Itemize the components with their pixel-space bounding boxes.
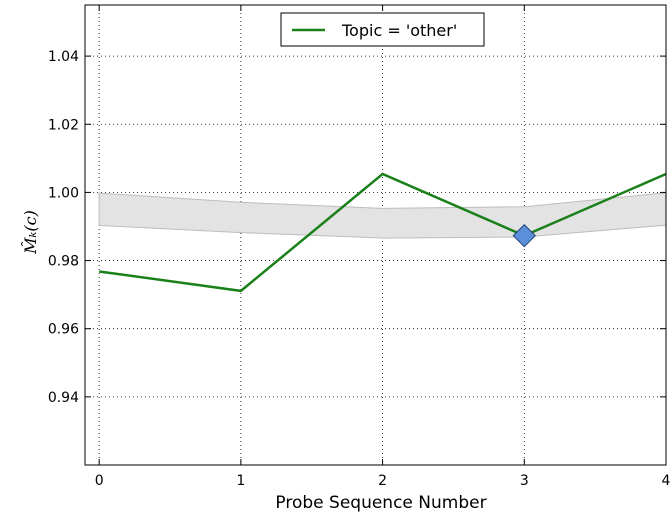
x-tick-label: 3 bbox=[520, 473, 529, 489]
legend: Topic = 'other' bbox=[280, 12, 485, 47]
highlight-marker bbox=[512, 223, 536, 248]
y-axis-title: M̂ₖ(c) bbox=[21, 210, 40, 255]
confidence-band bbox=[98, 192, 667, 239]
plot-frame bbox=[84, 4, 667, 466]
x-tick-labels: 0 1 2 3 4 bbox=[95, 5, 671, 489]
x-tick-label: 4 bbox=[662, 473, 671, 489]
x-tick-label: 2 bbox=[378, 473, 387, 489]
y-tick-label: 1.00 bbox=[48, 185, 79, 201]
y-tick-label: 1.04 bbox=[48, 49, 79, 65]
x-tick-label: 1 bbox=[236, 473, 245, 489]
grid bbox=[85, 5, 667, 465]
x-axis-title: Probe Sequence Number bbox=[275, 493, 486, 513]
y-tick-labels: 0.94 0.96 0.98 1.00 1.02 1.04 bbox=[48, 49, 666, 406]
x-tick-label: 0 bbox=[95, 473, 104, 489]
legend-label: Topic = 'other' bbox=[341, 21, 457, 40]
y-tick-label: 0.98 bbox=[48, 254, 79, 270]
y-tick-label: 0.94 bbox=[48, 390, 79, 406]
diamond-marker bbox=[512, 223, 536, 248]
y-tick-label: 0.96 bbox=[48, 322, 79, 338]
y-tick-label: 1.02 bbox=[48, 117, 79, 133]
